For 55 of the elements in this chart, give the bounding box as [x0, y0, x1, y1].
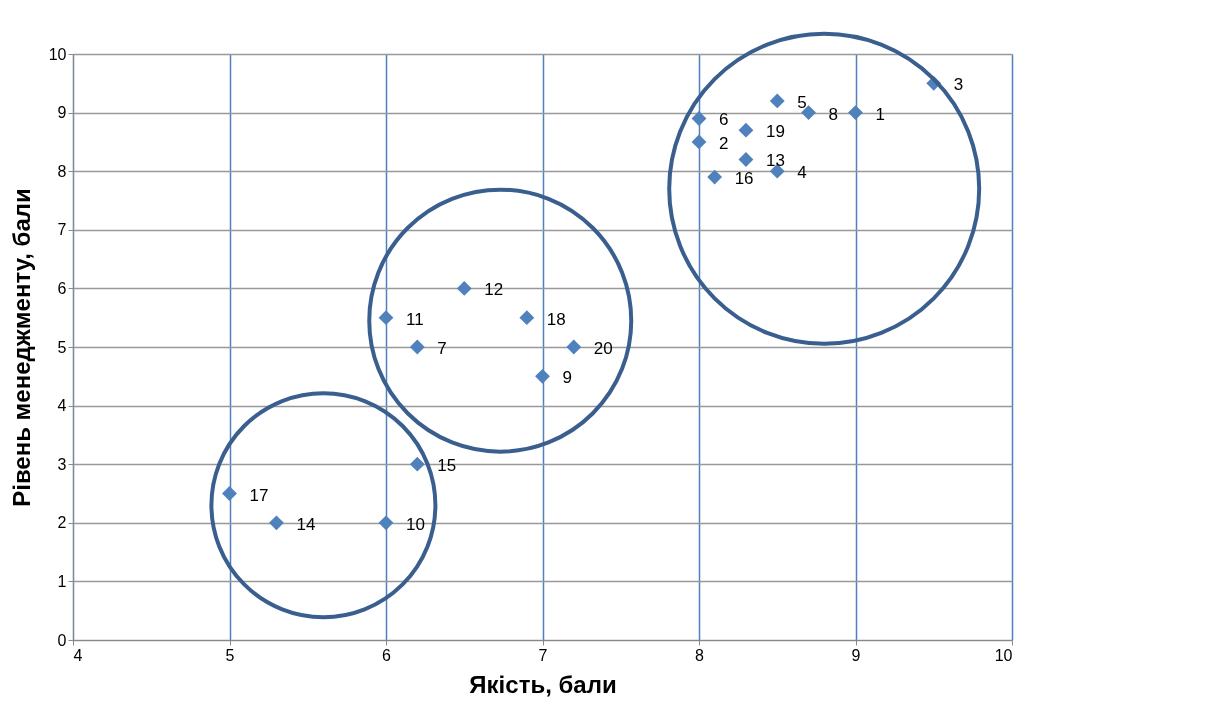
annotation: 19	[765, 122, 785, 142]
point	[222, 486, 237, 501]
x-tick-label: 5	[225, 646, 235, 664]
y-tick-label: 4	[57, 397, 67, 415]
y-tick-label: 9	[57, 104, 67, 122]
annotation: 3	[953, 75, 964, 95]
annotation: 11	[406, 309, 424, 329]
point	[269, 515, 284, 531]
annotation: 4	[797, 163, 807, 183]
y-tick-label: 6	[57, 279, 67, 297]
point	[456, 280, 472, 296]
x-tick-label: 10	[994, 646, 1013, 664]
y-tick-label: 2	[57, 514, 67, 532]
point	[409, 456, 425, 472]
point	[566, 339, 582, 355]
x-tick-label: 9	[851, 646, 861, 664]
y-tick-label: 3	[57, 455, 67, 473]
annotation: 15	[437, 456, 457, 476]
y-tick-label: 7	[57, 221, 67, 239]
annotation: 5	[797, 92, 807, 112]
annotation: 13	[765, 151, 785, 171]
point	[691, 134, 707, 150]
annotation: 6	[719, 110, 729, 130]
y-tick-label: 8	[57, 162, 67, 180]
x-tick-label: 4	[73, 646, 83, 664]
x-tick-label: 7	[538, 646, 548, 664]
annotation: 8	[828, 104, 839, 124]
annotation: 14	[296, 514, 316, 534]
annotation: 17	[249, 485, 269, 505]
point	[535, 368, 550, 384]
annotation: 7	[437, 339, 447, 358]
point	[409, 339, 425, 355]
point	[378, 310, 394, 326]
point	[848, 105, 863, 121]
annotation: 18	[546, 309, 566, 329]
point	[378, 515, 394, 531]
x-tick-label: 6	[382, 646, 392, 664]
x-tick-label: 8	[695, 646, 705, 664]
annotation: 20	[593, 339, 613, 358]
y-tick-label: 10	[48, 45, 67, 63]
point	[769, 93, 785, 109]
annotation: 12	[484, 280, 504, 300]
y-axis-title: Рівень менеджменту, бали	[7, 188, 35, 507]
x-axis-title: Якість, бали	[469, 670, 617, 698]
annotation: 2	[719, 133, 729, 153]
y-tick-label: 5	[57, 338, 67, 356]
annotation: 9	[562, 368, 572, 388]
annotation: 1	[875, 104, 885, 124]
annotation: 16	[734, 169, 754, 189]
point	[519, 310, 535, 326]
annotation: 10	[406, 514, 425, 534]
point	[707, 169, 723, 185]
y-tick-label: 1	[57, 572, 67, 590]
y-tick-label: 0	[57, 631, 67, 649]
point	[738, 122, 754, 138]
